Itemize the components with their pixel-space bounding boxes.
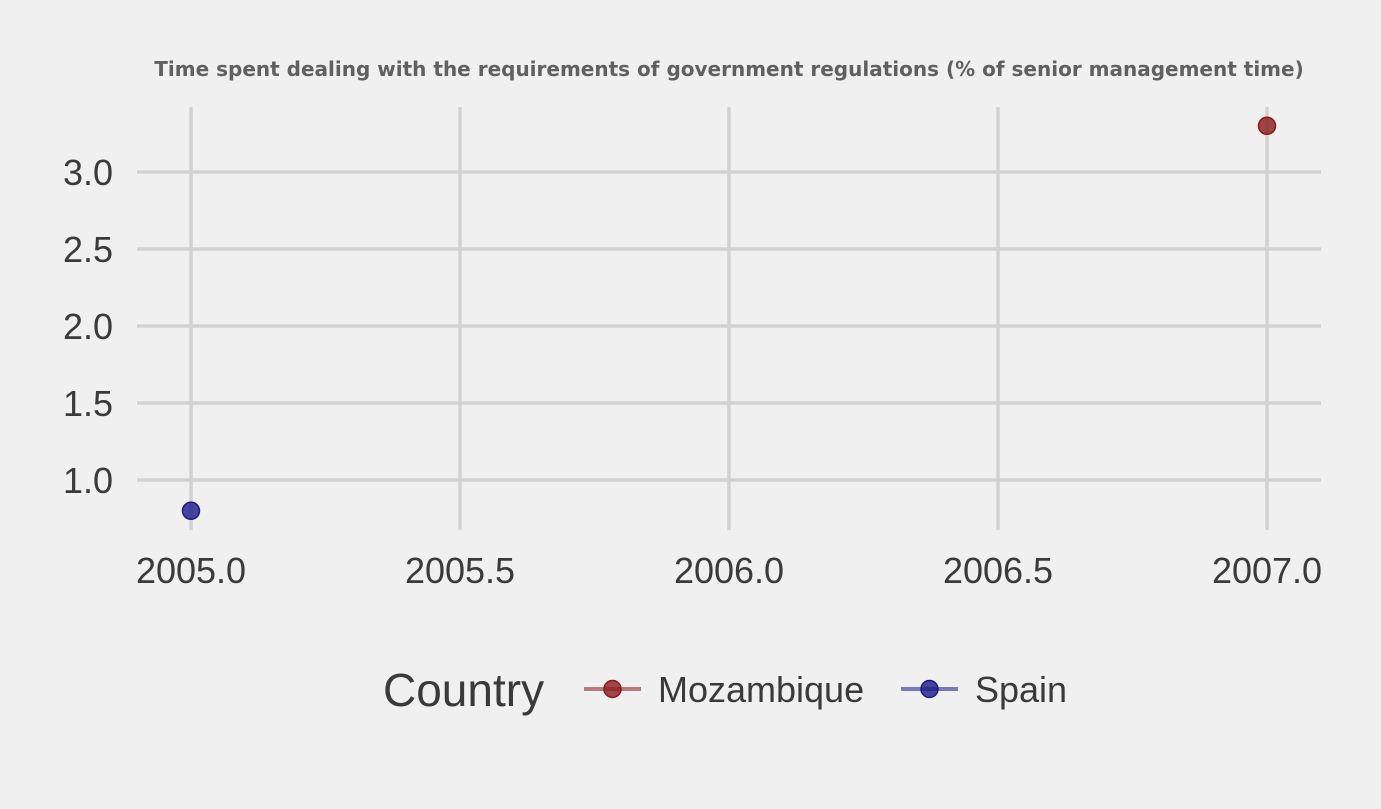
x-tick-label: 2006.0 [674, 550, 784, 591]
y-tick-label: 2.5 [63, 229, 113, 270]
data-point-mozambique [1257, 116, 1277, 136]
legend-marker [603, 679, 622, 699]
x-axis-ticks: 2005.0 2005.5 2006.0 2006.5 2007.0 [136, 550, 1322, 591]
chart-title: Time spent dealing with the requirements… [154, 57, 1303, 81]
legend-label: Spain [975, 669, 1067, 710]
y-tick-label: 2.0 [63, 306, 113, 347]
legend-entries: Mozambique Spain [584, 669, 1067, 710]
y-tick-label: 1.5 [63, 383, 113, 424]
data-point-spain [181, 501, 201, 521]
y-tick-label: 3.0 [63, 152, 113, 193]
data-points [181, 116, 1277, 521]
legend-entry-mozambique: Mozambique [584, 669, 864, 710]
x-tick-label: 2006.5 [943, 550, 1053, 591]
legend-entry-spain: Spain [901, 669, 1067, 710]
y-axis-ticks: 1.0 1.5 2.0 2.5 3.0 [63, 152, 113, 501]
x-tick-label: 2005.5 [405, 550, 515, 591]
x-tick-label: 2005.0 [136, 550, 246, 591]
legend-label: Mozambique [658, 669, 864, 710]
legend-title: Country [383, 664, 544, 716]
y-tick-label: 1.0 [63, 460, 113, 501]
grid [137, 107, 1321, 530]
x-tick-label: 2007.0 [1212, 550, 1322, 591]
legend: Country Mozambique Spain [383, 664, 1067, 716]
legend-marker [920, 679, 939, 699]
